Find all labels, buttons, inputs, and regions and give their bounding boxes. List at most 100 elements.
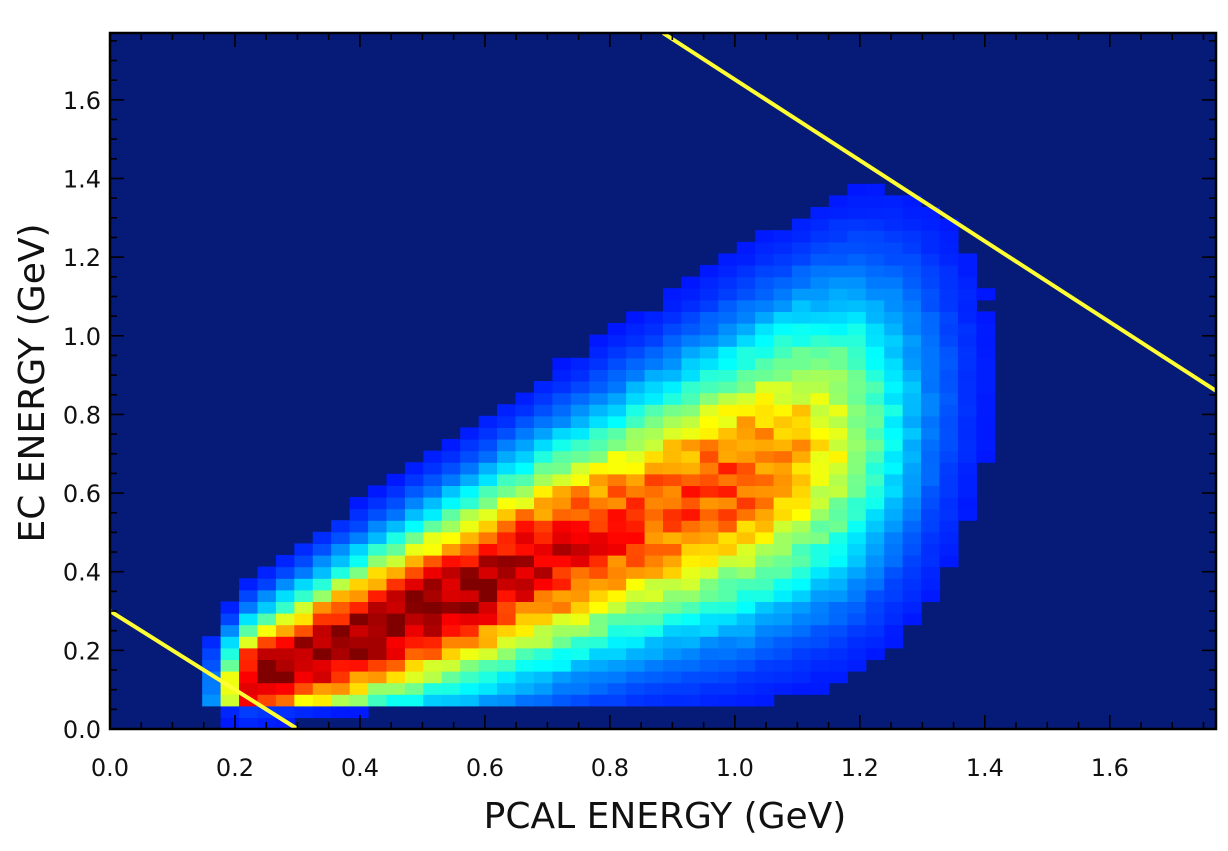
heatmap-cell: [607, 497, 627, 510]
heatmap-cell: [626, 357, 646, 370]
heatmap-cell: [644, 439, 664, 452]
heatmap-cell: [423, 682, 443, 695]
heatmap-cell: [349, 647, 369, 660]
heatmap-cell: [607, 473, 627, 486]
heatmap-cell: [478, 520, 498, 533]
heatmap-cell: [847, 346, 867, 359]
heatmap-cell: [368, 613, 388, 626]
heatmap-cell: [626, 682, 646, 695]
heatmap-cell: [865, 566, 885, 579]
heatmap-cell: [792, 427, 812, 440]
heatmap-cell: [441, 439, 461, 452]
heatmap-cell: [552, 450, 572, 463]
heatmap-cell: [902, 357, 922, 370]
heatmap-cell: [755, 439, 775, 452]
heatmap-cell: [220, 636, 240, 649]
heatmap-cell: [810, 230, 830, 243]
heatmap-cell: [239, 682, 259, 695]
heatmap-cell: [902, 578, 922, 591]
heatmap-cell: [368, 589, 388, 602]
heatmap-cell: [773, 566, 793, 579]
heatmap-cell: [570, 682, 590, 695]
heatmap-cell: [902, 265, 922, 278]
heatmap-cell: [939, 392, 959, 405]
heatmap-cell: [257, 589, 277, 602]
heatmap-cell: [792, 601, 812, 614]
heatmap-cell: [589, 613, 609, 626]
heatmap-cell: [792, 485, 812, 498]
heatmap-cell: [828, 555, 848, 568]
heatmap-cell: [847, 323, 867, 336]
heatmap-cell: [810, 508, 830, 521]
heatmap-cell: [792, 497, 812, 510]
heatmap-cell: [497, 589, 517, 602]
heatmap-cell: [939, 346, 959, 359]
heatmap-cell: [736, 462, 756, 475]
heatmap-cell: [699, 508, 719, 521]
heatmap-cell: [792, 566, 812, 579]
heatmap-cell: [736, 601, 756, 614]
heatmap-cell: [847, 369, 867, 382]
heatmap-cell: [957, 497, 977, 510]
heatmap-cell: [589, 404, 609, 417]
heatmap-cell: [736, 682, 756, 695]
heatmap-cell: [607, 682, 627, 695]
heatmap-cell: [404, 531, 424, 544]
heatmap-cell: [294, 671, 314, 684]
heatmap-cell: [589, 334, 609, 347]
heatmap-cell: [607, 531, 627, 544]
heatmap-cell: [865, 497, 885, 510]
heatmap-cell: [884, 427, 904, 440]
heatmap-cell: [386, 566, 406, 579]
heatmap-cell: [792, 323, 812, 336]
heatmap-cell: [736, 659, 756, 672]
heatmap-cell: [312, 613, 332, 626]
heatmap-cell: [792, 299, 812, 312]
heatmap-cell: [497, 531, 517, 544]
heatmap-cell: [349, 601, 369, 614]
heatmap-cell: [644, 520, 664, 533]
heatmap-cell: [294, 543, 314, 556]
heatmap-cell: [773, 427, 793, 440]
heatmap-cell: [884, 299, 904, 312]
heatmap-cell: [368, 555, 388, 568]
heatmap-cell: [736, 392, 756, 405]
heatmap-cell: [736, 265, 756, 278]
heatmap-cell: [663, 497, 683, 510]
heatmap-cell: [533, 647, 553, 660]
heatmap-cell: [810, 601, 830, 614]
heatmap-cell: [681, 636, 701, 649]
heatmap-cell: [792, 369, 812, 382]
heatmap-cell: [626, 647, 646, 660]
x-tick-label: 0.6: [466, 754, 504, 782]
heatmap-cell: [423, 566, 443, 579]
heatmap-cell: [718, 369, 738, 382]
heatmap-cell: [828, 265, 848, 278]
heatmap-cell: [976, 381, 996, 394]
heatmap-cell: [884, 555, 904, 568]
heatmap-cell: [589, 659, 609, 672]
heatmap-cell: [681, 589, 701, 602]
heatmap-cell: [681, 508, 701, 521]
heatmap-cell: [478, 566, 498, 579]
x-tick-label: 0.2: [216, 754, 254, 782]
heatmap-cell: [957, 311, 977, 324]
heatmap-cell: [773, 392, 793, 405]
heatmap-cell: [294, 624, 314, 637]
heatmap-cell: [699, 555, 719, 568]
heatmap-cell: [884, 589, 904, 602]
heatmap-cell: [423, 450, 443, 463]
heatmap-cell: [773, 601, 793, 614]
heatmap-cell: [957, 427, 977, 440]
heatmap-cell: [699, 682, 719, 695]
heatmap-cell: [202, 694, 222, 707]
heatmap-cell: [533, 555, 553, 568]
heatmap-cell: [533, 473, 553, 486]
heatmap-cell: [607, 450, 627, 463]
heatmap-cell: [957, 369, 977, 382]
heatmap-cell: [699, 601, 719, 614]
heatmap-cell: [699, 357, 719, 370]
heatmap-cell: [718, 659, 738, 672]
heatmap-cell: [884, 218, 904, 231]
heatmap-cell: [570, 636, 590, 649]
